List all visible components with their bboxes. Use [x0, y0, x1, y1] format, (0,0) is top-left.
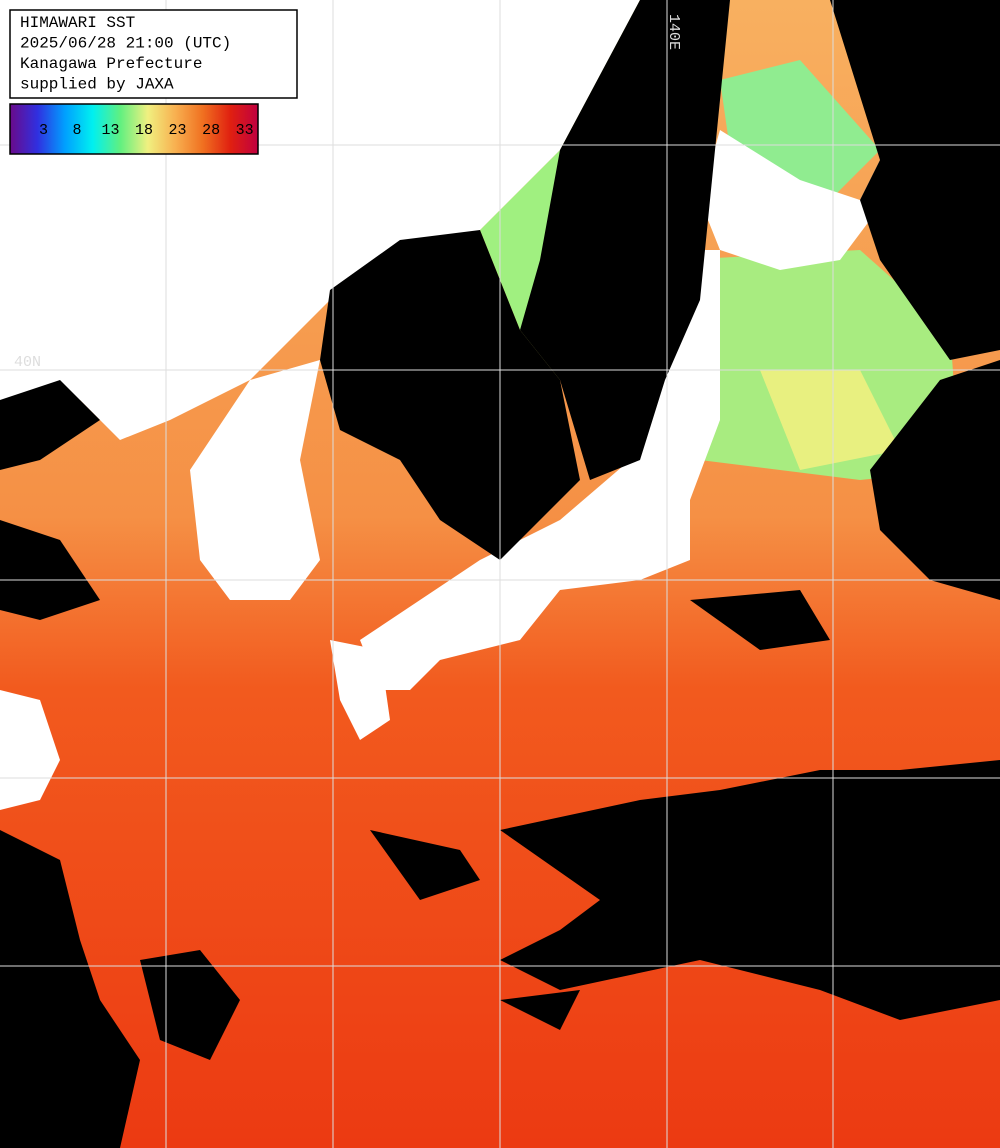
colorbar-tick-label: 13: [102, 122, 120, 139]
colorbar-tick-label: 23: [169, 122, 187, 139]
cloud: [870, 360, 1000, 600]
land: [190, 360, 320, 600]
header-line: supplied by JAXA: [20, 76, 174, 94]
cloud: [0, 520, 100, 620]
colorbar-tick-label: 18: [135, 122, 153, 139]
cloud: [690, 590, 830, 650]
header-box: [9, 9, 298, 99]
colorbar: [9, 103, 259, 155]
header-line: 2025/06/28 21:00 (UTC): [20, 35, 231, 53]
land: [330, 640, 390, 740]
lat-label: 40N: [14, 354, 41, 371]
cloud: [140, 950, 240, 1060]
lon-label: 140E: [665, 14, 682, 50]
cloud: [500, 760, 1000, 1020]
land: [0, 690, 60, 810]
cloud: [320, 230, 580, 560]
cloud: [370, 830, 480, 900]
cloud: [0, 380, 100, 470]
colorbar-tick-label: 33: [236, 122, 254, 139]
cloud: [520, 0, 730, 480]
warm-patch: [760, 370, 900, 470]
cloud: [830, 0, 1000, 360]
cloud: [500, 990, 580, 1030]
colorbar-tick-label: 3: [39, 122, 48, 139]
colorbar-tick-label: 8: [73, 122, 82, 139]
header-line: HIMAWARI SST: [20, 14, 135, 32]
cloud: [0, 830, 140, 1148]
colorbar-tick-label: 28: [202, 122, 220, 139]
header-line: Kanagawa Prefecture: [20, 55, 202, 73]
cool-water: [680, 250, 960, 480]
